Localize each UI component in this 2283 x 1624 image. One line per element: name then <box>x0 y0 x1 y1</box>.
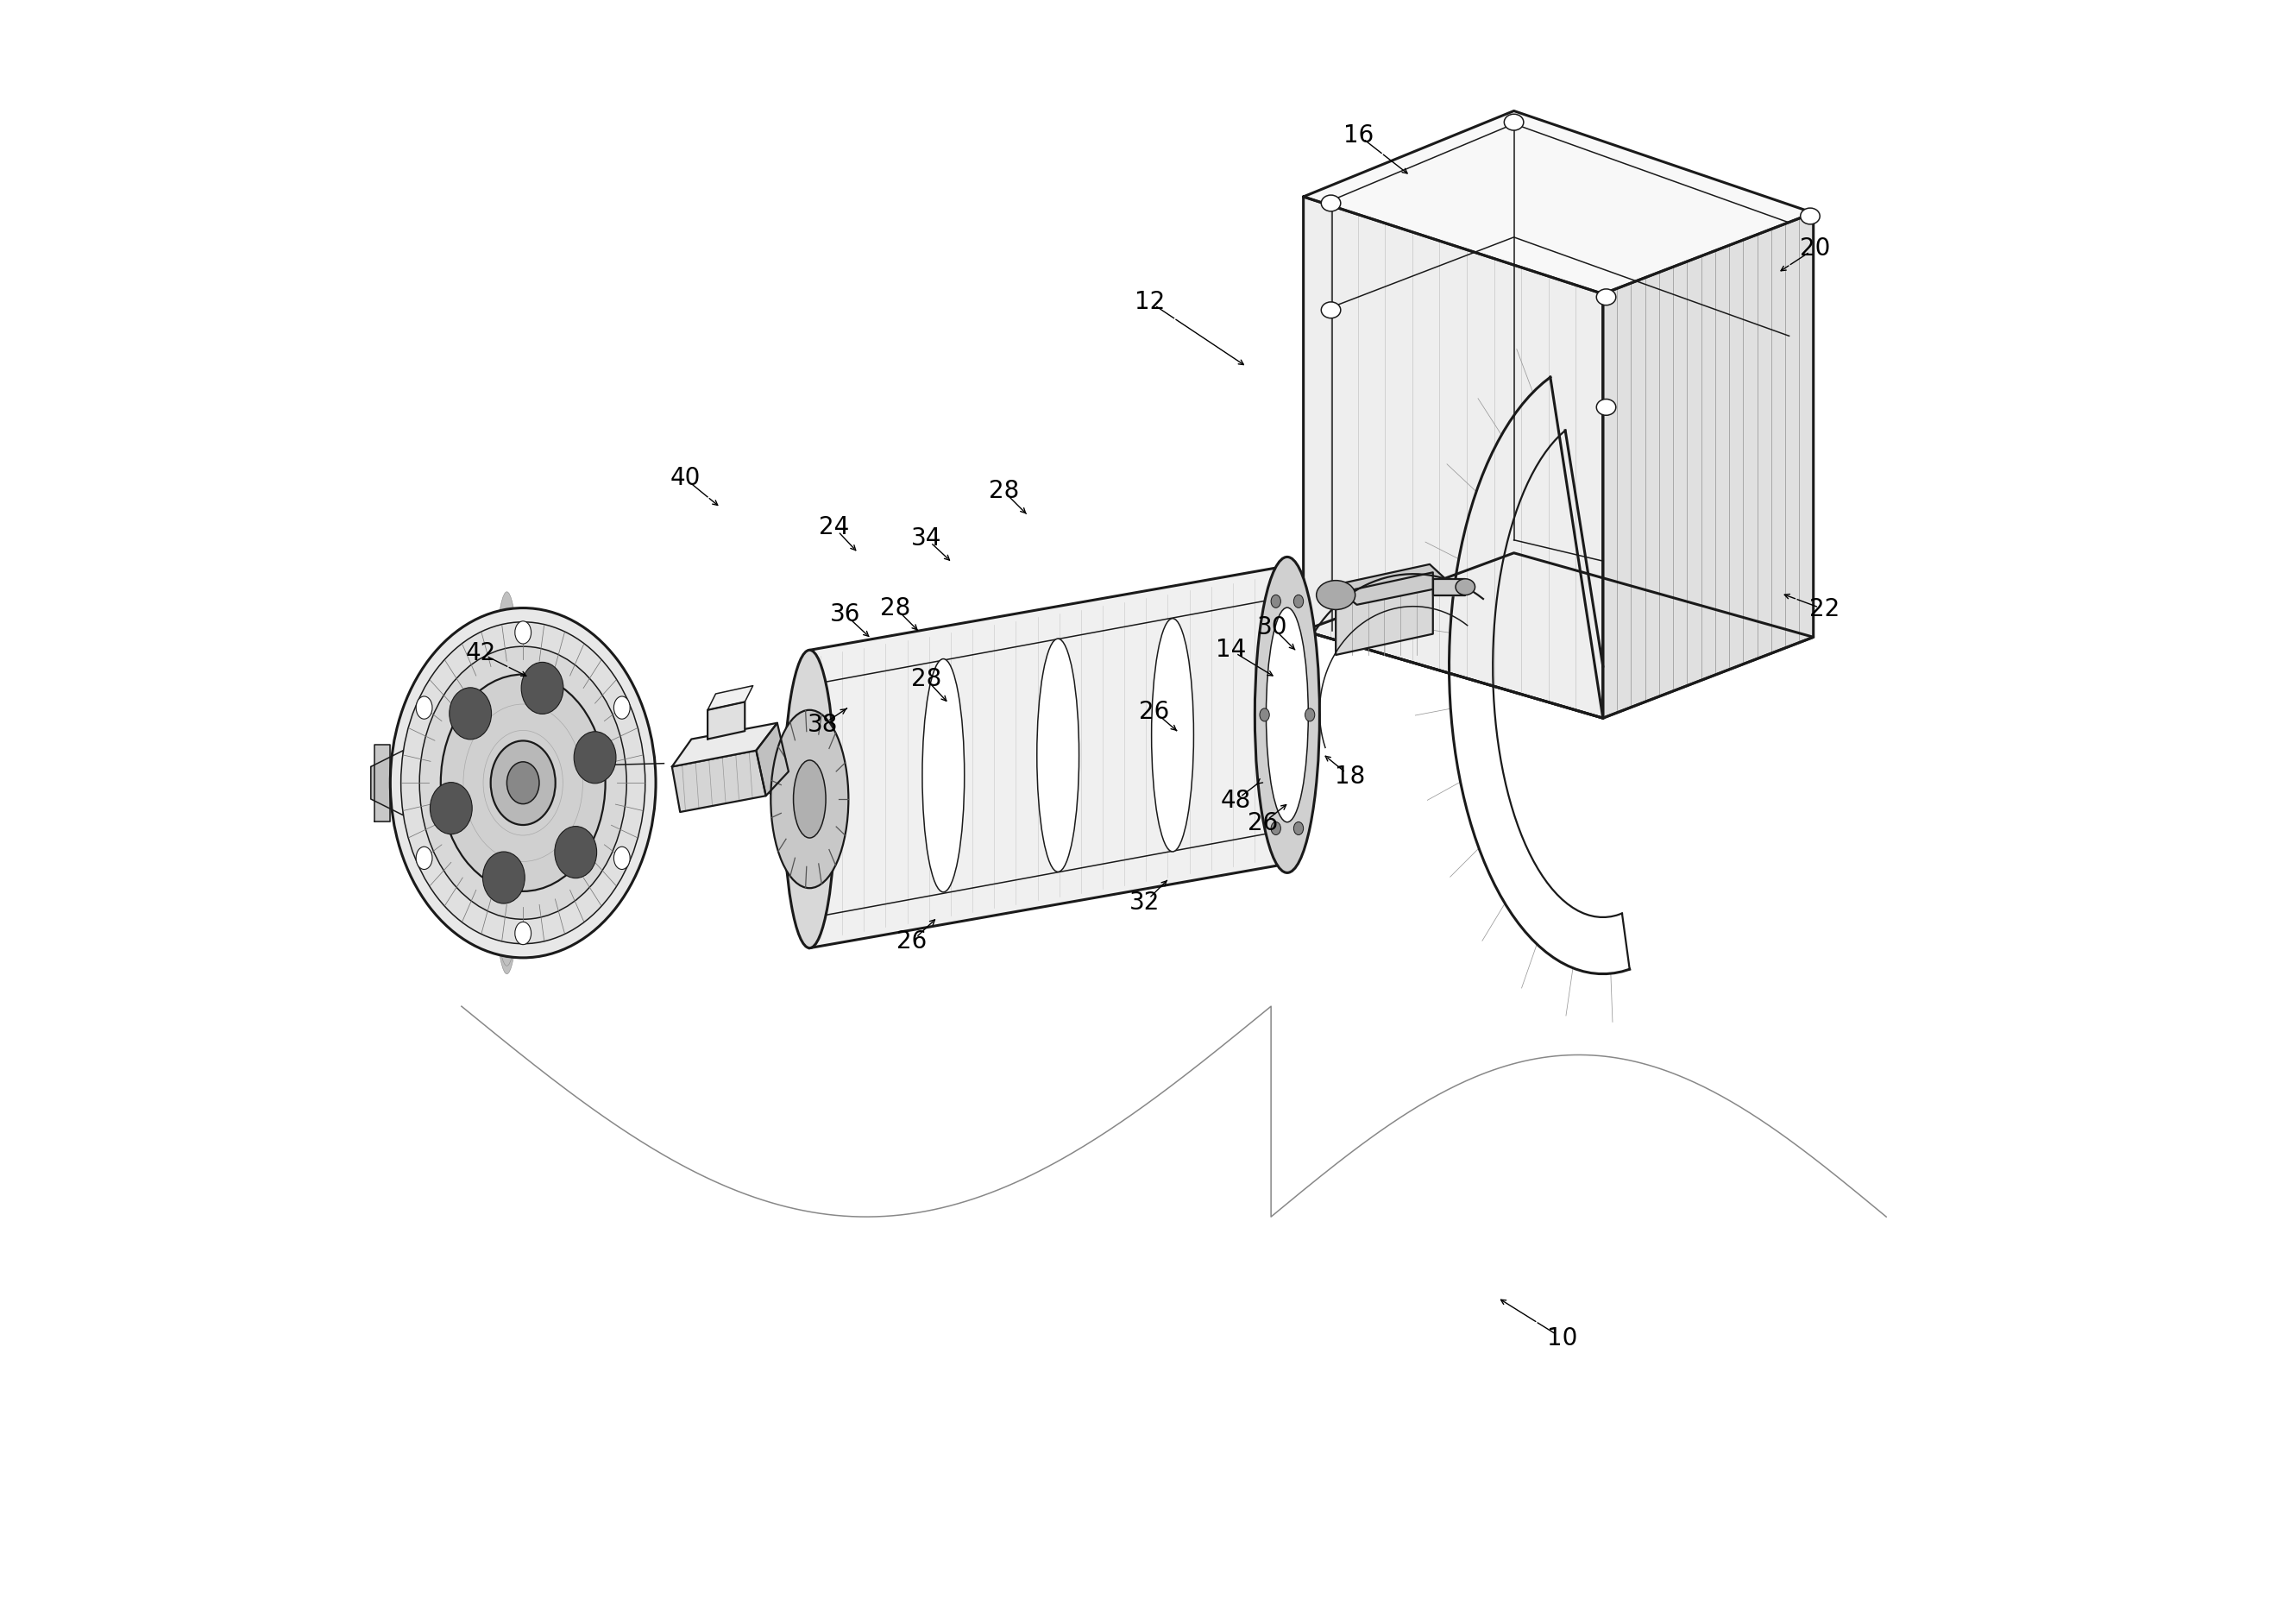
Ellipse shape <box>420 646 626 919</box>
Ellipse shape <box>482 851 525 903</box>
Ellipse shape <box>1256 557 1320 872</box>
Text: 26: 26 <box>897 929 927 953</box>
Polygon shape <box>1333 564 1452 604</box>
Text: 22: 22 <box>1810 598 1840 622</box>
Polygon shape <box>671 723 776 767</box>
Ellipse shape <box>783 650 836 948</box>
Polygon shape <box>1304 110 1813 294</box>
Ellipse shape <box>390 607 655 958</box>
Ellipse shape <box>794 760 826 838</box>
Ellipse shape <box>772 710 849 888</box>
Ellipse shape <box>416 697 431 719</box>
Polygon shape <box>1336 572 1434 654</box>
Ellipse shape <box>429 783 473 835</box>
Text: 14: 14 <box>1215 638 1247 663</box>
Ellipse shape <box>1322 195 1340 211</box>
Ellipse shape <box>1596 289 1616 305</box>
Text: 24: 24 <box>820 515 849 539</box>
Polygon shape <box>756 723 788 796</box>
Ellipse shape <box>507 762 539 804</box>
Ellipse shape <box>573 731 616 783</box>
Ellipse shape <box>1272 822 1281 835</box>
Ellipse shape <box>1322 302 1340 318</box>
Polygon shape <box>671 750 765 812</box>
Text: 18: 18 <box>1336 765 1365 789</box>
Ellipse shape <box>1036 638 1080 872</box>
Polygon shape <box>370 750 404 815</box>
Text: 12: 12 <box>1135 289 1164 313</box>
Ellipse shape <box>1306 708 1315 721</box>
Ellipse shape <box>491 599 523 950</box>
Ellipse shape <box>416 846 431 869</box>
Ellipse shape <box>922 659 963 892</box>
Text: 16: 16 <box>1342 123 1374 148</box>
Ellipse shape <box>1258 565 1317 864</box>
Ellipse shape <box>516 620 532 643</box>
Ellipse shape <box>402 622 646 944</box>
Text: 20: 20 <box>1799 237 1831 260</box>
Ellipse shape <box>491 741 555 825</box>
Text: 34: 34 <box>911 526 941 551</box>
Ellipse shape <box>491 615 523 966</box>
Ellipse shape <box>441 674 605 892</box>
Ellipse shape <box>491 591 523 942</box>
Text: 38: 38 <box>808 713 838 737</box>
Ellipse shape <box>1317 580 1356 609</box>
Ellipse shape <box>1801 208 1820 224</box>
Ellipse shape <box>555 827 596 879</box>
Ellipse shape <box>1151 619 1194 851</box>
Polygon shape <box>374 744 390 822</box>
Text: 30: 30 <box>1258 615 1288 640</box>
Ellipse shape <box>1272 594 1281 607</box>
Polygon shape <box>810 565 1288 948</box>
Polygon shape <box>1603 213 1813 718</box>
Text: 32: 32 <box>1130 890 1160 914</box>
Polygon shape <box>1304 197 1603 718</box>
Ellipse shape <box>516 922 532 945</box>
Ellipse shape <box>1260 708 1269 721</box>
Ellipse shape <box>491 624 523 974</box>
Ellipse shape <box>614 846 630 869</box>
Ellipse shape <box>1294 594 1304 607</box>
Ellipse shape <box>1596 400 1616 416</box>
Text: 40: 40 <box>669 466 701 490</box>
Ellipse shape <box>1267 607 1308 822</box>
Polygon shape <box>1304 552 1813 718</box>
Text: 28: 28 <box>911 667 941 692</box>
Text: 28: 28 <box>881 596 911 620</box>
Ellipse shape <box>491 607 523 958</box>
Text: 26: 26 <box>1249 812 1278 835</box>
Text: 10: 10 <box>1548 1327 1578 1350</box>
Text: 48: 48 <box>1219 789 1251 812</box>
Polygon shape <box>708 685 753 710</box>
Ellipse shape <box>1504 114 1523 130</box>
Polygon shape <box>708 702 744 739</box>
Ellipse shape <box>521 663 564 715</box>
Polygon shape <box>1434 578 1466 594</box>
Text: 28: 28 <box>989 479 1018 503</box>
Text: 26: 26 <box>1139 700 1169 724</box>
Ellipse shape <box>614 697 630 719</box>
Ellipse shape <box>450 687 491 739</box>
Ellipse shape <box>1294 822 1304 835</box>
Text: 42: 42 <box>466 641 495 666</box>
Ellipse shape <box>1457 578 1475 594</box>
Text: 36: 36 <box>831 603 861 627</box>
